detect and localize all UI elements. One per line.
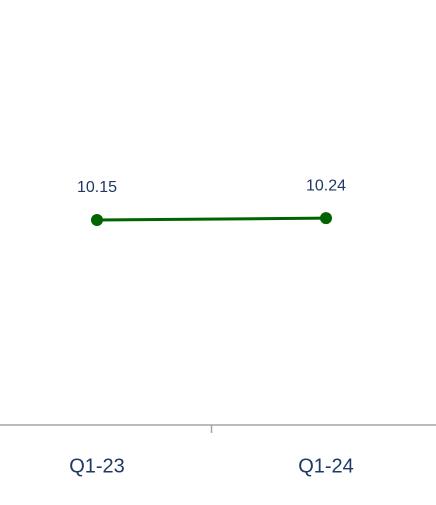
x-tick-label: Q1-24 [298,455,354,477]
series-line [96,216,327,222]
point [320,212,332,225]
data-label: 10.15 [77,179,117,196]
point [91,213,103,226]
x-tick-label: Q1-23 [69,455,125,477]
data-label: 10.24 [306,177,346,194]
